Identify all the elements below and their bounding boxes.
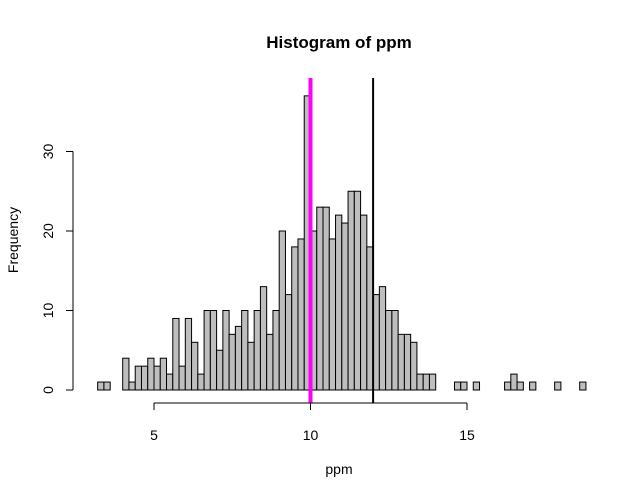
histogram-bar	[209, 310, 218, 391]
histogram-bar	[529, 381, 537, 391]
histogram-bar	[316, 206, 324, 391]
histogram-bar	[166, 373, 174, 391]
y-axis-label: Frequency	[5, 207, 21, 273]
x-axis: 5 10 15	[150, 402, 475, 443]
bars-group	[97, 95, 587, 391]
histogram-bar	[291, 246, 299, 391]
histogram-bar	[222, 310, 230, 391]
histogram-bar	[579, 381, 587, 391]
y-tick-label: 10	[40, 303, 56, 319]
histogram-bar	[322, 206, 330, 391]
y-tick-label: 0	[40, 386, 56, 394]
histogram-bar	[147, 357, 155, 391]
histogram-bar	[234, 325, 243, 391]
histogram-bar	[266, 333, 274, 391]
histogram-bar	[416, 373, 424, 391]
histogram-bar	[397, 333, 405, 391]
histogram-bar	[347, 190, 355, 391]
histogram-bar	[253, 310, 261, 391]
histogram-bar	[259, 286, 268, 391]
histogram-bar	[460, 381, 468, 391]
histogram-bar	[472, 381, 481, 391]
chart-title: Histogram of ppm	[266, 33, 411, 52]
histogram-bar	[516, 381, 524, 391]
y-tick-label: 30	[40, 144, 56, 160]
histogram-bar	[297, 238, 305, 391]
histogram-bar	[197, 373, 205, 391]
histogram-bar	[228, 333, 236, 391]
reference-lines	[308, 78, 375, 403]
histogram-bar	[203, 310, 211, 391]
histogram-bar	[284, 294, 293, 391]
histogram-bar	[178, 365, 186, 391]
histogram-bar	[241, 310, 249, 391]
histogram-bar	[378, 286, 387, 391]
histogram-bar	[410, 341, 418, 391]
histogram-bar	[391, 310, 399, 391]
histogram-bar	[247, 341, 255, 391]
histogram-bar	[122, 357, 130, 391]
histogram-bar	[353, 190, 362, 391]
y-axis: 0 10 20 30	[40, 144, 74, 394]
histogram-bar	[341, 222, 349, 391]
histogram-bar	[153, 365, 161, 391]
histogram-bar	[278, 230, 286, 391]
histogram-bar	[360, 214, 368, 391]
histogram-bar	[403, 333, 412, 391]
histogram-bar	[103, 381, 111, 391]
histogram-bar	[159, 357, 168, 391]
x-tick-label: 5	[150, 427, 158, 443]
histogram-bar	[422, 373, 430, 391]
histogram-bar	[428, 373, 437, 391]
histogram-bar	[216, 349, 224, 391]
y-tick-label: 20	[40, 223, 56, 239]
histogram-bar	[554, 381, 562, 391]
x-tick-label: 15	[459, 427, 475, 443]
histogram-bar	[328, 238, 337, 391]
histogram-bar	[191, 341, 199, 391]
histogram-bar	[272, 310, 280, 391]
histogram-bar	[184, 317, 193, 391]
histogram-bar	[128, 381, 136, 391]
histogram-bar	[97, 381, 105, 391]
histogram-bar	[172, 317, 180, 391]
histogram-bar	[385, 310, 393, 391]
histogram-bar	[510, 373, 518, 391]
x-axis-label: ppm	[325, 461, 352, 477]
histogram-bar	[140, 365, 149, 391]
x-tick-label: 10	[303, 427, 319, 443]
histogram-bar	[335, 214, 343, 391]
histogram-bar	[504, 381, 512, 391]
histogram-bar	[134, 365, 142, 391]
histogram-bar	[453, 381, 462, 391]
